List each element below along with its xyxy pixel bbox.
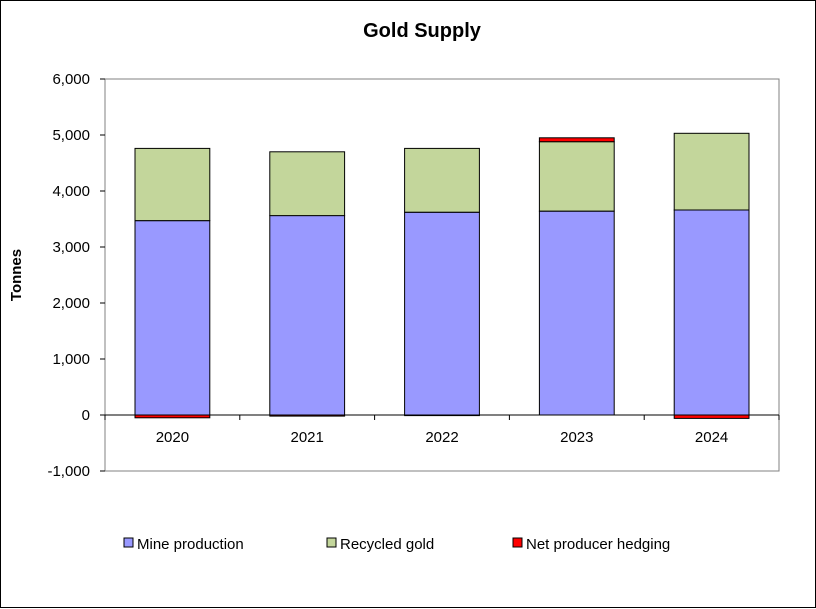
x-tick-label: 2022 — [425, 429, 458, 446]
bar-net-producer-hedging-2024 — [673, 414, 750, 419]
legend-swatch — [512, 537, 523, 548]
legend-label: Net producer hedging — [526, 536, 670, 553]
bar-mine-production-2024 — [673, 209, 750, 416]
x-tick-label: 2021 — [291, 429, 324, 446]
y-tick-label: 3,000 — [52, 239, 90, 256]
bar-recycled-gold-2023 — [538, 141, 615, 212]
legend-swatch — [326, 537, 337, 548]
bar-mine-production-2023 — [538, 210, 615, 416]
legend: Mine production Recycled gold Net producer… — [123, 536, 670, 553]
y-tick-label: 6,000 — [52, 71, 90, 88]
y-tick-label: 1,000 — [52, 351, 90, 368]
bar-recycled-gold-2021 — [269, 151, 346, 217]
bars — [134, 132, 750, 419]
chart-title: Gold Supply — [363, 20, 482, 42]
x-tick-label: 2020 — [156, 429, 189, 446]
legend-swatch — [123, 537, 134, 548]
bar-recycled-gold-2022 — [404, 147, 480, 213]
bar-mine-production-2022 — [404, 211, 480, 416]
y-tick-label: -1,000 — [47, 463, 90, 480]
y-tick-label: 2,000 — [52, 295, 90, 312]
x-tick-label: 2023 — [560, 429, 593, 446]
bar-net-producer-hedging-2023 — [538, 137, 615, 143]
y-axis-label: Tonnes — [8, 249, 25, 301]
bar-recycled-gold-2020 — [134, 147, 211, 222]
y-axis: 6,000 5,000 4,000 3,000 2,000 1,000 0 -1,000 — [47, 71, 105, 480]
y-tick-label: 0 — [82, 407, 90, 424]
y-tick-label: 4,000 — [52, 183, 90, 200]
x-tick-label: 2024 — [695, 429, 728, 446]
legend-label: Mine production — [137, 536, 244, 553]
legend-label: Recycled gold — [340, 536, 434, 553]
y-tick-label: 5,000 — [52, 127, 90, 144]
bar-mine-production-2020 — [134, 220, 211, 416]
bar-mine-production-2021 — [269, 215, 346, 416]
x-axis: 2020 2021 2022 2023 2024 — [104, 415, 780, 446]
bar-recycled-gold-2024 — [673, 132, 750, 211]
